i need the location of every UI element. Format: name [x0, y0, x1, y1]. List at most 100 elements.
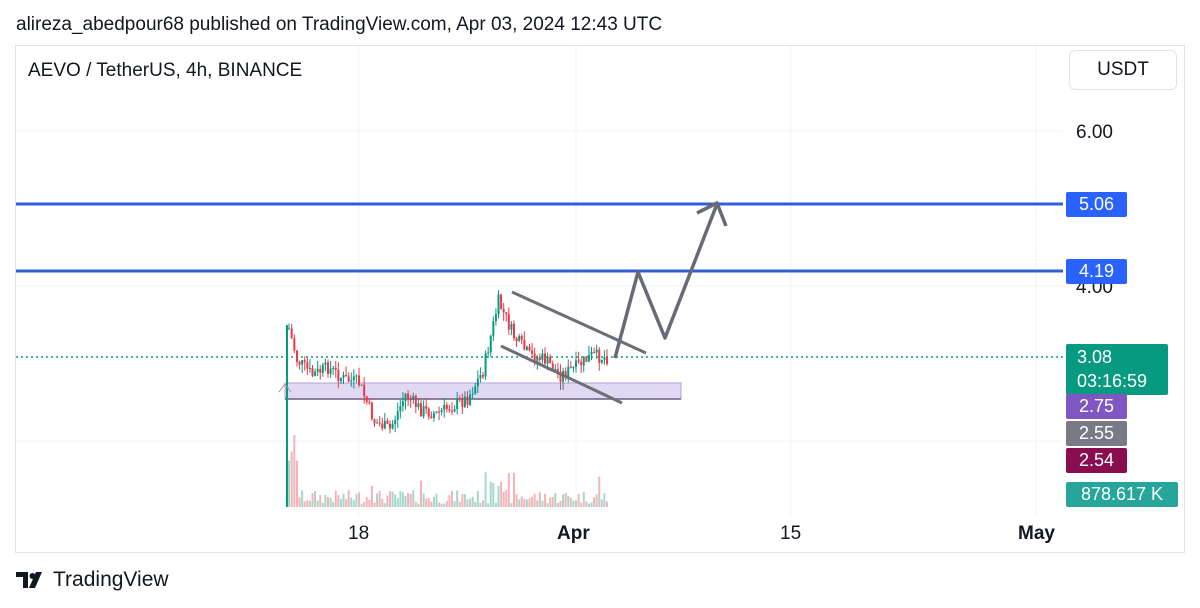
volume-bar — [298, 497, 301, 507]
candle — [448, 409, 451, 411]
tradingview-logo-icon — [16, 572, 42, 588]
volume-bar — [321, 502, 324, 507]
candle — [420, 403, 422, 417]
volume-bar — [489, 481, 492, 507]
volume-bar — [391, 491, 394, 507]
volume-bar — [342, 493, 345, 507]
volume-bar — [606, 501, 608, 507]
candle — [370, 402, 373, 420]
candle — [321, 364, 324, 373]
volume-bar — [407, 493, 410, 507]
volume-bar — [513, 472, 515, 507]
currency-selector[interactable]: USDT — [1069, 50, 1177, 90]
candle — [482, 375, 484, 377]
candle — [520, 336, 523, 340]
last-price-tag: 3.08 03:16:59 — [1066, 344, 1168, 395]
volume-bar — [337, 495, 340, 507]
candle — [500, 294, 503, 309]
candle — [339, 377, 342, 382]
volume-bar — [296, 460, 298, 507]
volume-bar — [352, 500, 355, 507]
volume-bar — [368, 499, 371, 507]
candle — [422, 406, 425, 417]
candle — [358, 375, 360, 386]
candle — [554, 369, 557, 371]
volume-bar — [474, 502, 477, 507]
candle — [469, 394, 472, 405]
candle — [528, 346, 531, 351]
candle — [507, 314, 510, 330]
candle — [298, 361, 301, 365]
candle — [381, 423, 384, 429]
candle — [376, 422, 379, 424]
volume-bar — [502, 491, 505, 507]
volume-bar — [435, 493, 438, 507]
volume-bar — [541, 500, 544, 507]
candle — [492, 321, 495, 336]
candle — [401, 400, 404, 407]
candle — [531, 350, 534, 354]
candle — [523, 339, 526, 350]
volume-bar — [520, 496, 523, 507]
volume-bars — [288, 435, 608, 507]
candle — [332, 367, 335, 369]
volume-bar — [381, 498, 384, 507]
volume-bar — [600, 499, 603, 507]
volume-bar — [551, 497, 554, 507]
candle — [510, 323, 513, 330]
candle — [518, 336, 521, 341]
volume-bar — [350, 497, 353, 507]
candle — [409, 399, 412, 401]
candle — [391, 423, 394, 429]
volume-bar — [319, 494, 322, 507]
volume-bar — [518, 499, 521, 507]
volume-bar — [585, 501, 588, 507]
volume-bar — [525, 499, 528, 507]
candle — [569, 366, 572, 368]
volume-bar — [394, 494, 397, 507]
support-zone — [284, 382, 682, 400]
volume-bar — [575, 500, 577, 507]
volume-bar — [577, 493, 580, 507]
volume-bar — [360, 503, 363, 507]
price-tag-2-54: 2.54 — [1066, 448, 1127, 473]
volume-bar — [363, 501, 366, 507]
volume-bar — [383, 503, 386, 507]
candle — [311, 367, 314, 376]
candle — [515, 338, 518, 341]
channel-lower-line — [500, 344, 623, 405]
volume-bar — [598, 476, 601, 507]
volume-bar — [329, 497, 332, 507]
volume-bar — [412, 490, 415, 507]
volume-bar — [389, 491, 391, 507]
candle — [378, 422, 381, 424]
chart-frame[interactable] — [15, 45, 1185, 553]
volume-bar — [404, 496, 407, 507]
candle — [476, 378, 479, 387]
candle — [347, 376, 350, 382]
candle — [456, 398, 459, 410]
candle — [430, 416, 433, 419]
candle — [577, 360, 580, 362]
candle — [564, 371, 567, 378]
candle — [327, 362, 329, 374]
candle — [600, 359, 603, 363]
volume-bar — [425, 498, 428, 507]
volume-bar — [453, 501, 456, 507]
candle — [360, 384, 363, 386]
volume-bar — [422, 493, 425, 507]
volume-bar — [487, 503, 490, 507]
candle — [363, 384, 366, 397]
candle — [306, 362, 309, 369]
volume-bar — [595, 494, 598, 507]
candle — [394, 420, 397, 424]
candle — [538, 357, 541, 360]
candle — [427, 408, 430, 417]
candle — [587, 354, 590, 362]
candle — [438, 411, 441, 413]
volume-bar — [492, 482, 495, 507]
candle — [399, 406, 402, 412]
volume-bar — [290, 451, 293, 507]
publish-line: alireza_abedpour68 published on TradingV… — [16, 14, 663, 35]
